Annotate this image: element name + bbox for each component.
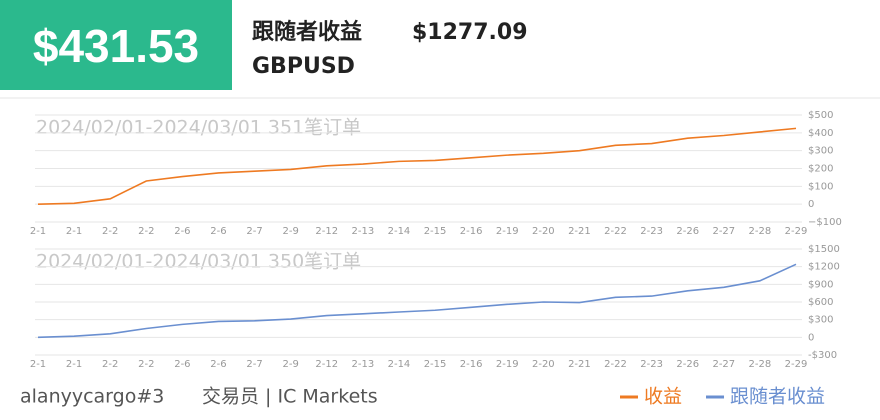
x-tick-label: 2-6 xyxy=(174,226,190,237)
x-tick-label: 2-19 xyxy=(496,359,519,370)
account: alanyycargo#3 xyxy=(20,386,164,408)
x-tick-label: 2-1 xyxy=(30,226,46,237)
y-tick-label: 0 xyxy=(808,332,814,343)
x-tick-label: 2-2 xyxy=(102,226,118,237)
y-tick-label: $500 xyxy=(808,110,833,121)
x-tick-label: 2-15 xyxy=(424,226,447,237)
legend-label: 跟随者收益 xyxy=(730,386,825,408)
x-tick-label: 2-2 xyxy=(102,359,118,370)
x-tick-label: 2-27 xyxy=(712,226,735,237)
x-tick-label: 2-22 xyxy=(604,359,627,370)
y-tick-label: $600 xyxy=(808,297,833,308)
y-tick-label: $300 xyxy=(808,146,833,157)
x-tick-label: 2-28 xyxy=(749,359,772,370)
x-tick-label: 2-12 xyxy=(315,359,338,370)
x-tick-label: 2-29 xyxy=(785,359,808,370)
x-tick-label: 2-16 xyxy=(460,226,483,237)
x-tick-label: 2-1 xyxy=(66,359,82,370)
x-tick-label: 2-6 xyxy=(210,226,226,237)
y-tick-label: −$100 xyxy=(808,217,842,228)
x-tick-label: 2-26 xyxy=(676,359,699,370)
x-tick-label: 2-6 xyxy=(210,359,226,370)
x-tick-label: 2-14 xyxy=(388,359,411,370)
series-line xyxy=(37,263,797,339)
y-tick-label: $1500 xyxy=(808,244,840,255)
follower-amount: $1277.09 xyxy=(412,20,528,45)
x-tick-label: 2-21 xyxy=(568,226,591,237)
amount: $431.53 xyxy=(33,20,199,72)
x-tick-label: 2-12 xyxy=(315,226,338,237)
y-tick-label: $900 xyxy=(808,279,833,290)
x-tick-label: 2-9 xyxy=(282,359,298,370)
x-tick-label: 2-19 xyxy=(496,226,519,237)
x-tick-label: 2-29 xyxy=(785,226,808,237)
x-tick-label: 2-27 xyxy=(712,359,735,370)
x-tick-label: 2-14 xyxy=(388,226,411,237)
x-tick-label: 2-16 xyxy=(460,359,483,370)
legend-label: 收益 xyxy=(644,386,682,408)
amount-badge xyxy=(0,0,232,90)
x-tick-label: 2-21 xyxy=(568,359,591,370)
series-line xyxy=(37,127,797,205)
x-tick-label: 2-23 xyxy=(640,226,663,237)
y-tick-label: $200 xyxy=(808,164,833,175)
chart-subtitle: 2024/02/01-2024/03/01 351笔订单 xyxy=(36,117,361,139)
x-tick-label: 2-1 xyxy=(66,226,82,237)
x-tick-label: 2-15 xyxy=(424,359,447,370)
x-tick-label: 2-9 xyxy=(282,226,298,237)
x-tick-label: 2-20 xyxy=(532,359,555,370)
x-tick-label: 2-20 xyxy=(532,226,555,237)
x-tick-label: 2-6 xyxy=(174,359,190,370)
broker: 交易员 | IC Markets xyxy=(202,386,378,408)
symbol: GBPUSD xyxy=(252,54,355,79)
x-tick-label: 2-2 xyxy=(138,226,154,237)
x-tick-label: 2-7 xyxy=(246,359,262,370)
y-tick-label: $300 xyxy=(808,315,833,326)
x-tick-label: 2-1 xyxy=(30,359,46,370)
y-tick-label: $1200 xyxy=(808,262,840,273)
x-tick-label: 2-26 xyxy=(676,226,699,237)
x-tick-label: 2-13 xyxy=(352,359,375,370)
y-tick-label: 0 xyxy=(808,199,814,210)
y-tick-label: $400 xyxy=(808,128,833,139)
x-tick-label: 2-28 xyxy=(749,226,772,237)
y-tick-label: $100 xyxy=(808,181,833,192)
x-tick-label: 2-23 xyxy=(640,359,663,370)
x-tick-label: 2-2 xyxy=(138,359,154,370)
x-tick-label: 2-22 xyxy=(604,226,627,237)
x-tick-label: 2-7 xyxy=(246,226,262,237)
chart-subtitle: 2024/02/01-2024/03/01 350笔订单 xyxy=(36,251,361,273)
y-tick-label: -$300 xyxy=(808,350,837,361)
follower-label: 跟随者收益 xyxy=(252,19,362,45)
x-tick-label: 2-13 xyxy=(352,226,375,237)
